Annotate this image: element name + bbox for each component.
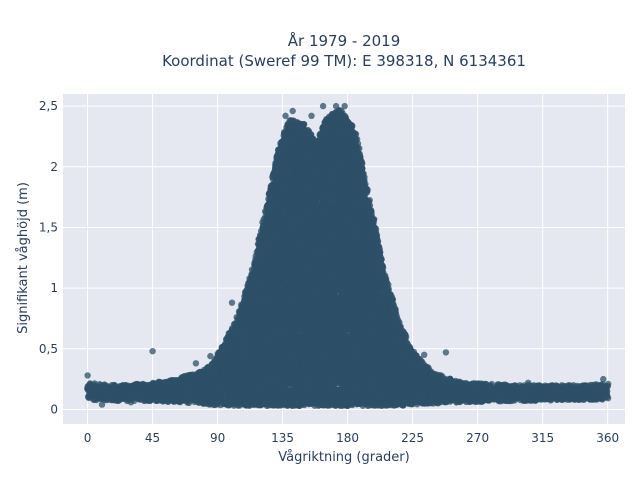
scatter-chart: 04590135180225270315360 00,511,522,5 År … (0, 0, 640, 480)
chart: 04590135180225270315360 00,511,522,5 År … (0, 0, 640, 480)
